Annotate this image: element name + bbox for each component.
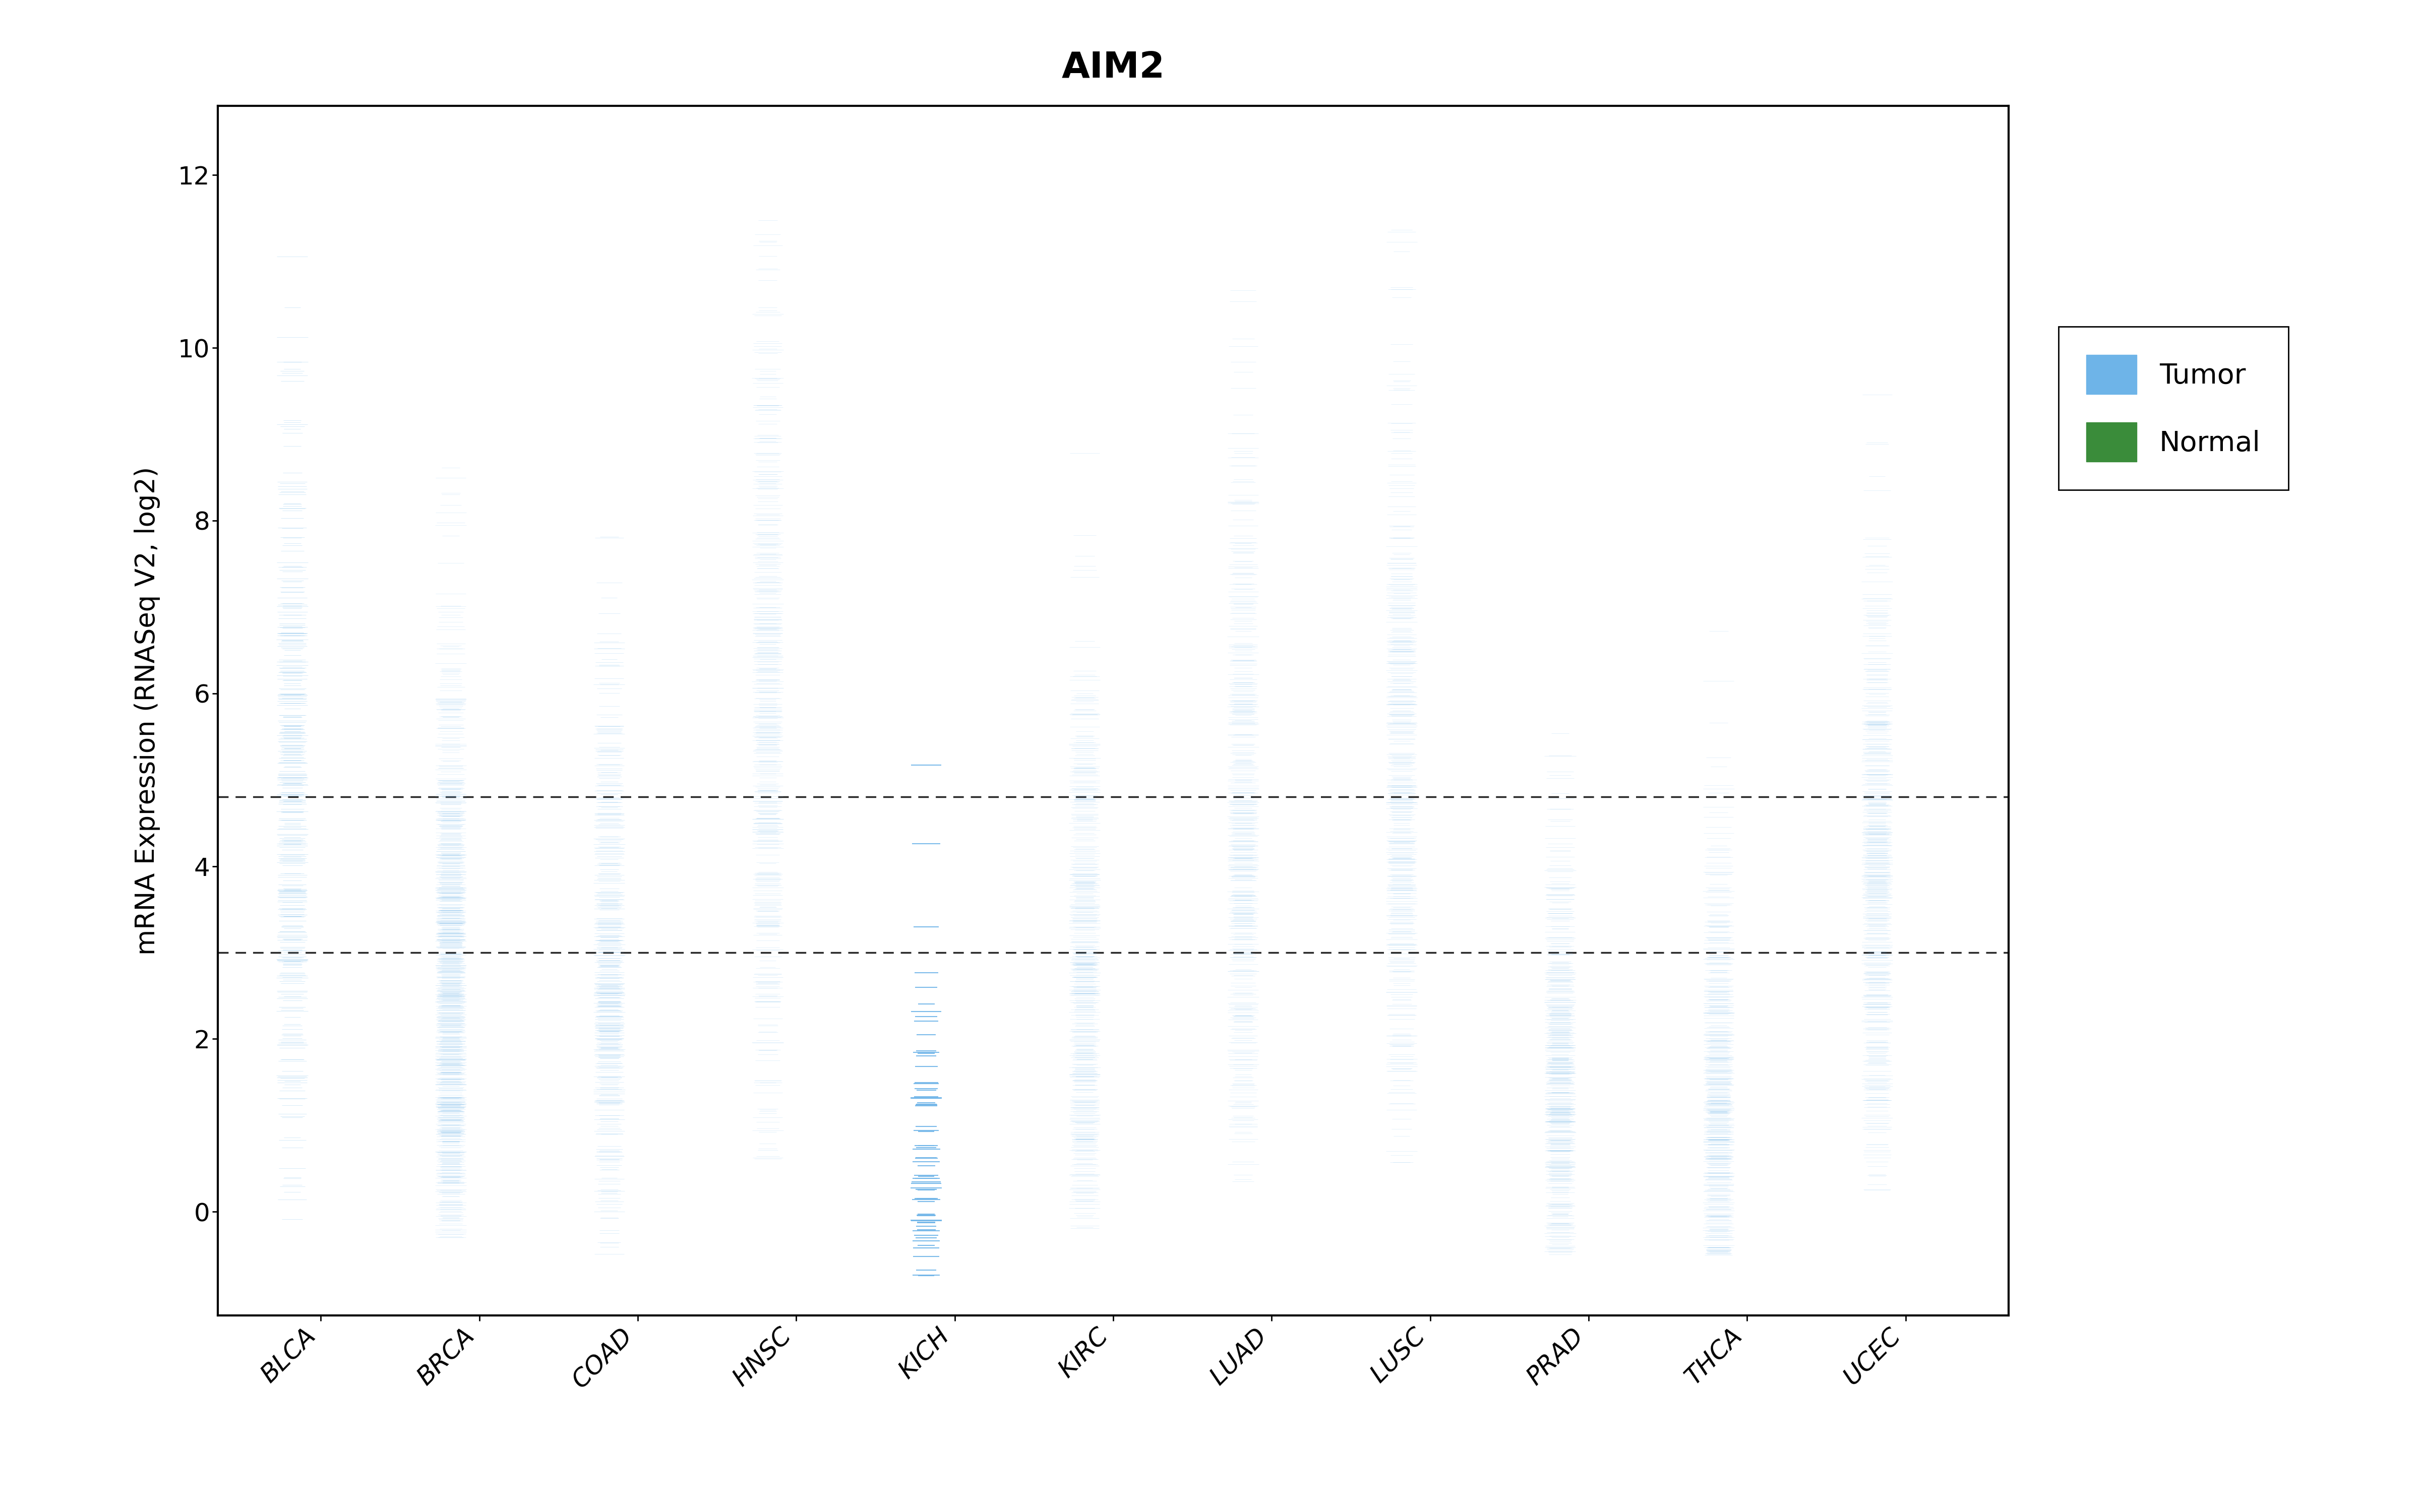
Title: AIM2: AIM2 xyxy=(1062,50,1164,85)
Y-axis label: mRNA Expression (RNASeq V2, log2): mRNA Expression (RNASeq V2, log2) xyxy=(133,466,160,956)
Legend: Tumor, Normal: Tumor, Normal xyxy=(2059,327,2289,490)
